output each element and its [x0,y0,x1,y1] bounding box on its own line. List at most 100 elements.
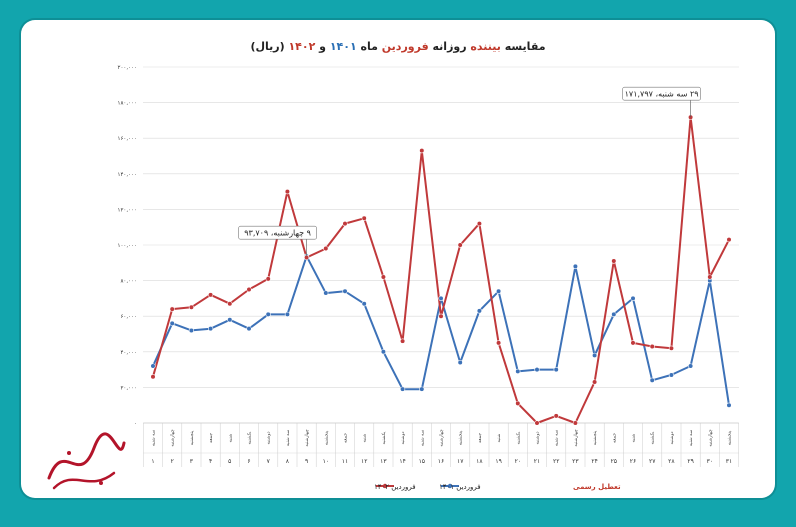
y-tick-label: ۱۶۰,۰۰۰ [118,136,137,142]
weekday-label: چهارشنبه [708,429,713,447]
data-point [419,148,425,154]
data-point [553,367,559,373]
data-point [726,237,732,243]
data-point [457,242,463,248]
data-point [208,326,214,332]
data-point [476,308,483,314]
callout-box [622,86,701,101]
weekday-label: چهارشنبه [440,429,445,447]
data-point [342,288,348,294]
callout-box [238,225,317,240]
chart-title: مقایسه بیننده روزانه فروردین ماه ۱۴۰۱ و … [250,40,545,53]
day-label: ۱۲ [361,458,367,465]
data-point [169,320,175,326]
data-point [649,343,655,350]
grid-lines [143,66,739,424]
data-point [591,352,598,358]
title-part-8: (ریال) [250,40,288,53]
weekday-label: دوشنبه [401,431,406,444]
day-label: ۱۳ [380,458,387,465]
callout-text: ۲۹ سه شنبه، ۱۷۱,۷۹۷ [625,90,699,99]
day-label: ۷ [267,458,271,465]
y-axis-ticks: ۰ ۲۰,۰۰۰ ۴۰,۰۰۰ ۶۰,۰۰۰ ۸۰,۰۰۰ ۱۰۰,۰۰۰ ۱۲۰,۰۰۰ ۱… [118,65,137,427]
title-part-3: فروردین [382,40,429,53]
weekday-label: پنجشنبه [728,430,733,445]
y-tick-label: ۲۰۰,۰۰۰ [118,65,137,71]
day-label: ۱۷ [457,458,464,465]
data-point [380,349,387,355]
data-point [361,215,367,221]
day-label: ۲ [171,458,174,465]
title-part-7: ۱۴۰۲ [288,40,315,53]
day-label: ۱۰ [323,458,329,465]
weekday-label: چهارشنبه [574,429,579,447]
data-point [265,311,271,318]
weekday-label: جمعه [209,433,214,443]
annotations: ۹ چهارشنبه، ۹۳,۷۰۹ ۲۹ سه شنبه، ۱۷۱,۷۹۷ [238,86,701,257]
weekday-label: جمعه [612,433,617,443]
weekday-label: شنبه [228,433,233,442]
title-part-5: ۱۴۰۱ [330,40,357,53]
data-point [668,345,675,351]
data-point [534,420,540,426]
data-point [534,367,540,373]
data-point [361,301,367,307]
day-label: ۱۸ [476,458,483,465]
weekday-label: یکشنبه [247,431,253,445]
legend-label: فروردین ۱۴۰۲ [374,483,416,491]
day-label: ۶ [247,458,250,465]
data-point [400,338,406,344]
data-point [630,340,636,346]
day-label: ۳ [190,458,194,465]
data-point [227,317,233,323]
weekday-label: سه شنبه [555,430,560,447]
day-label: ۲۴ [591,458,597,465]
legend-marker [382,483,388,489]
weekday-label: سه شنبه [420,430,425,447]
data-point [668,372,675,378]
data-point [707,274,713,280]
data-point [150,363,156,369]
data-point [630,295,636,302]
series-points [150,114,732,426]
weekday-label: جمعه [344,433,349,443]
data-point [572,263,579,269]
data-point [496,288,502,294]
data-point [726,402,732,408]
data-point [246,286,252,293]
day-label: ۲۶ [630,458,636,465]
weekday-label: دوشنبه [670,431,675,444]
weekday-label: پنجشنبه [593,430,598,445]
data-point [476,221,483,227]
weekday-label: سه شنبه [152,430,157,447]
day-label: ۲۹ [687,458,693,465]
data-point [265,276,271,282]
day-label: ۱۶ [438,458,444,465]
data-point [457,359,463,366]
data-point [323,290,329,296]
day-label: ۴ [209,458,212,465]
data-point [342,221,348,227]
day-label: ۲۲ [553,458,559,465]
title-part-1: بیننده [470,40,500,53]
weekday-label: پنجشنبه [190,430,195,445]
holiday-legend: تعطیل رسمی [573,483,621,491]
x-axis-table: سه شنبه ۱ چهارشنبه ۲ پنجشنبه ۳ جمعه ۴ شنبه ۵ یکشنب… [143,422,739,467]
data-point [496,340,502,346]
data-point [208,292,214,298]
data-point [515,368,521,374]
y-tick-label: ۰ [134,421,137,427]
data-point [611,258,617,264]
weekday-label: یکشنبه [515,431,521,445]
legend: فروردین ۱۴۰۱ فروردین ۱۴۰۲ تعطیل رسمی [374,483,621,491]
title-part-6: و [315,40,330,53]
day-label: ۵ [228,458,231,465]
weekday-label: دوشنبه [267,431,272,444]
day-label: ۲۱ [534,458,540,465]
weekday-label: شنبه [363,433,368,442]
day-label: ۲۵ [611,458,617,465]
day-label: ۲۷ [649,458,656,465]
data-point [323,245,329,252]
data-point [400,386,406,392]
title-part-2: روزانه [429,40,471,53]
